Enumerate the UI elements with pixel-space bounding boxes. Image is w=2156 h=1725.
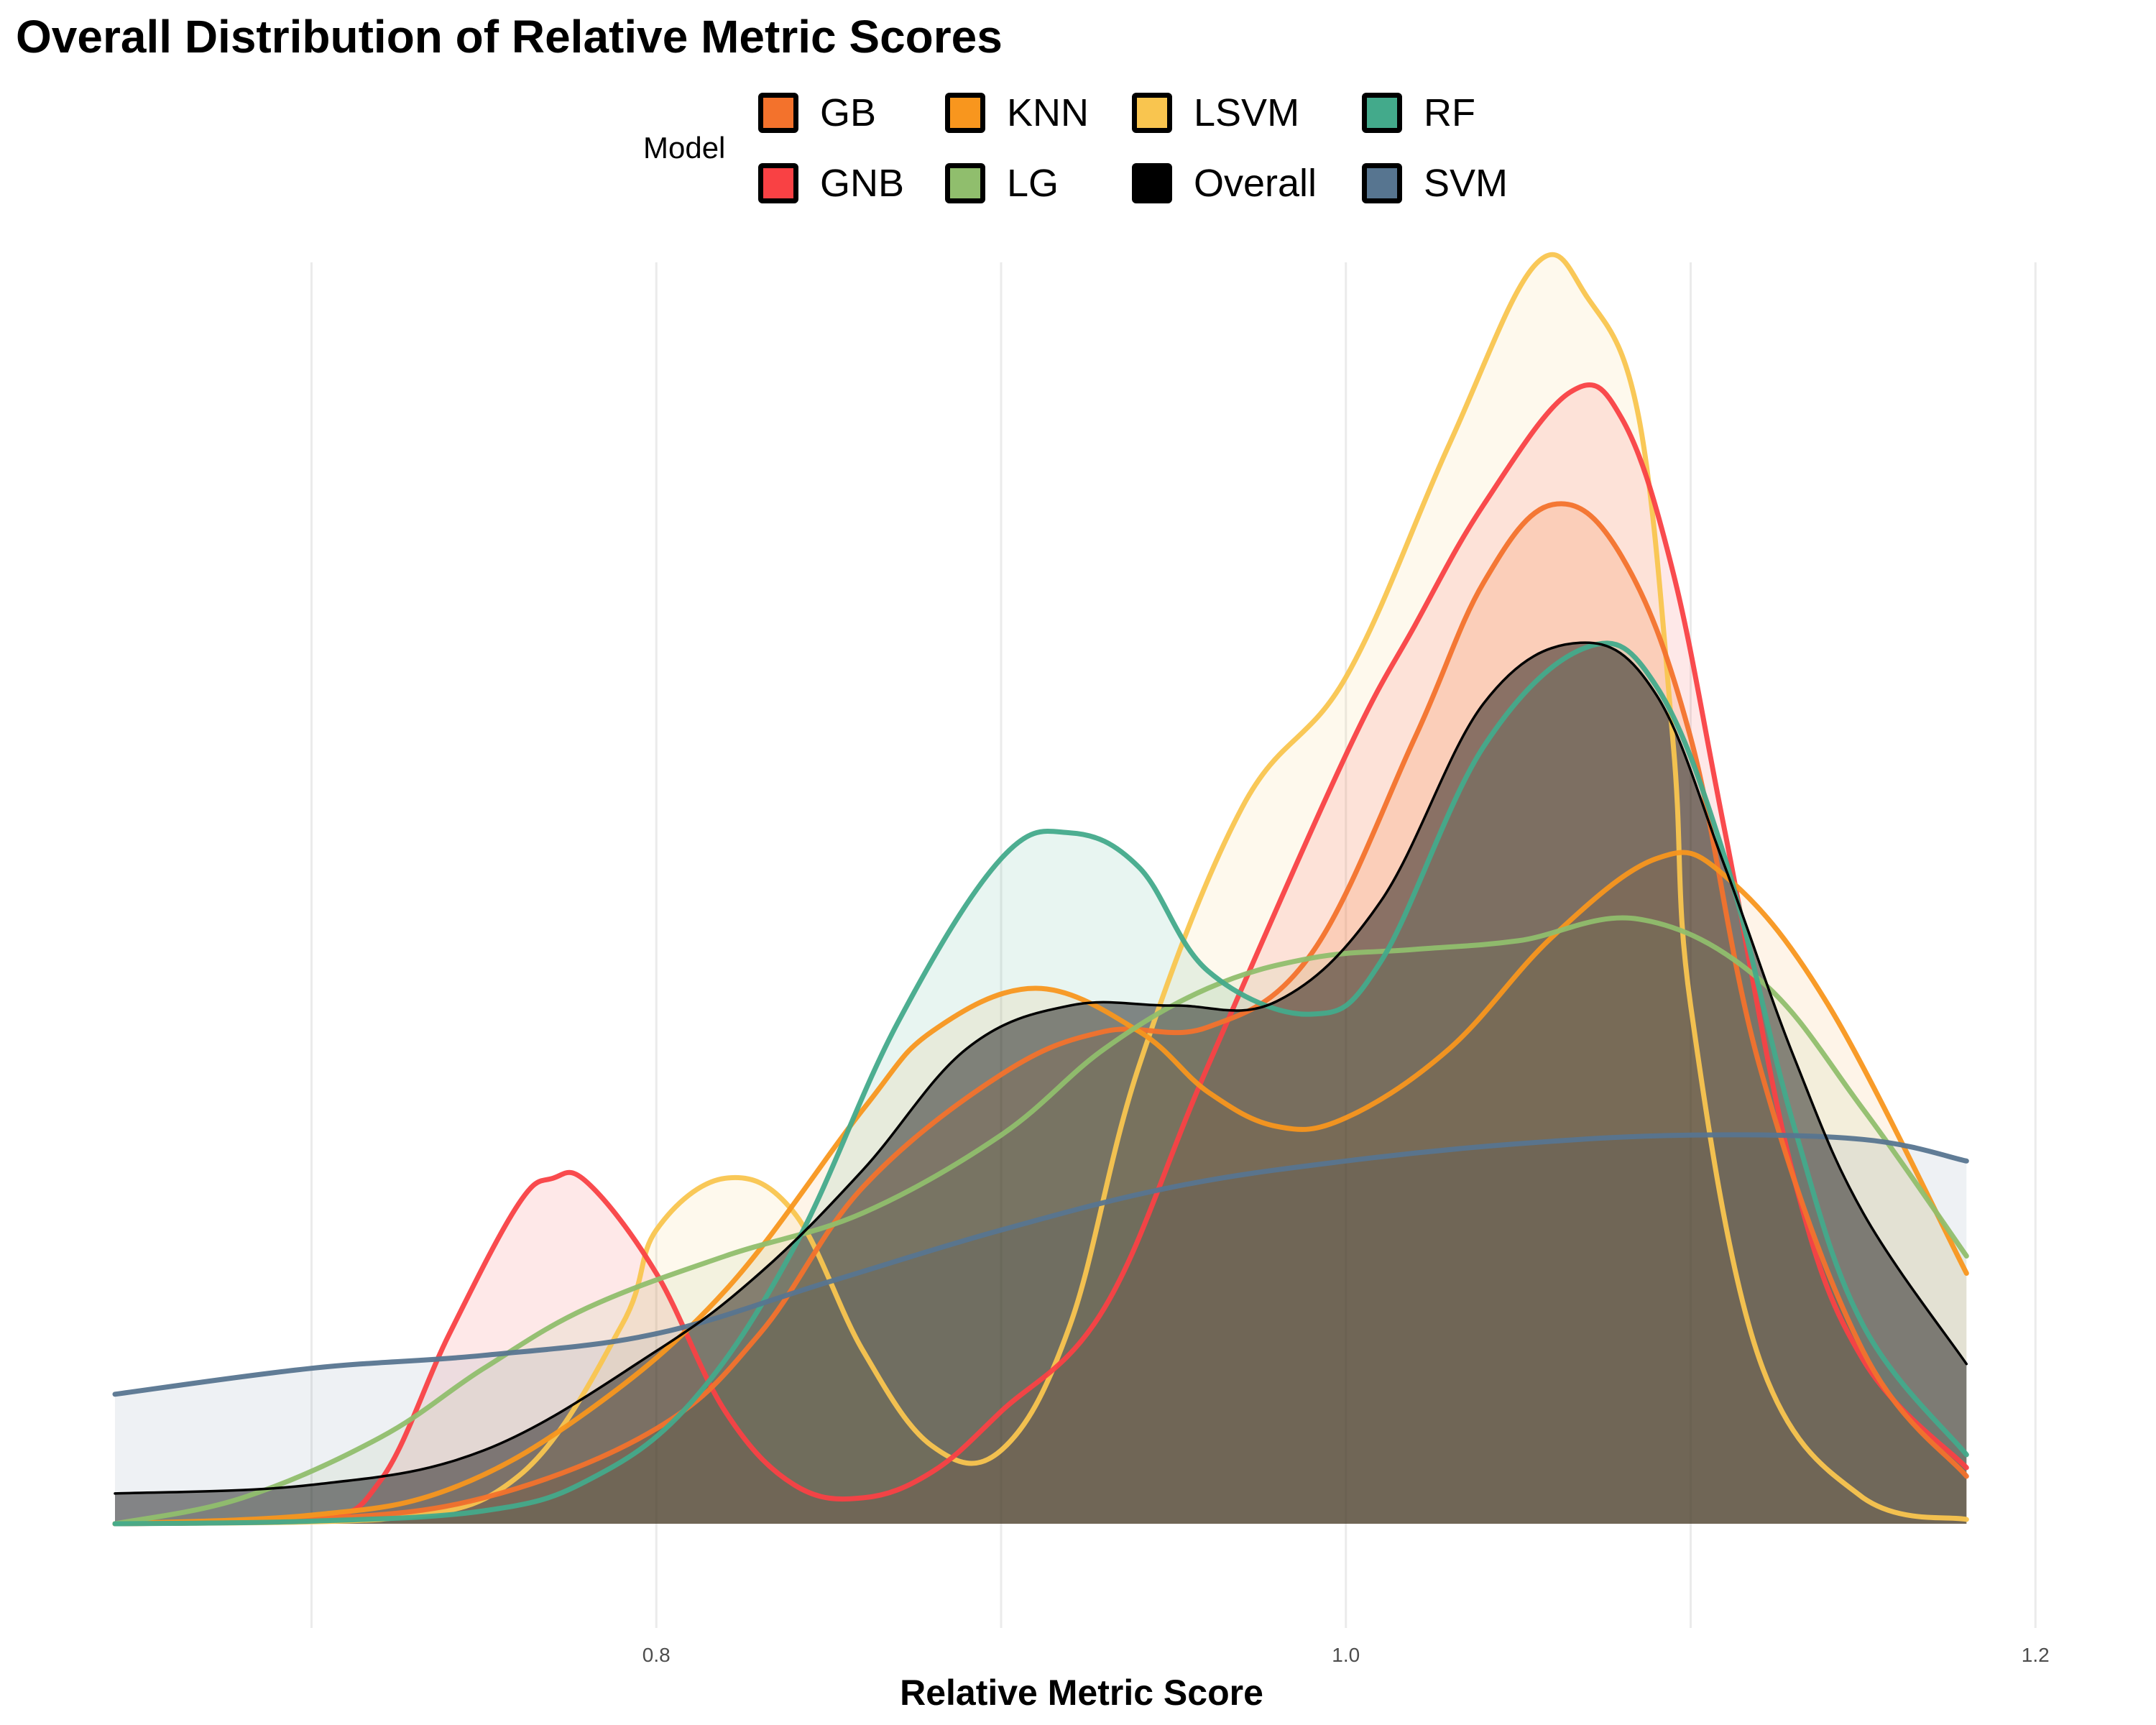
density-area-rf bbox=[115, 643, 1967, 1524]
density-area-gnb bbox=[115, 385, 1967, 1524]
density-line-lsvm bbox=[112, 252, 1969, 1527]
legend-item-lg: LG bbox=[945, 158, 1059, 208]
legend-swatch-gnb bbox=[758, 163, 798, 203]
legend-item-overall: Overall bbox=[1132, 158, 1317, 208]
density-line-knn bbox=[112, 850, 1969, 1527]
legend-item-knn: KNN bbox=[945, 88, 1089, 138]
density-area-knn bbox=[115, 852, 1967, 1524]
x-tick-label: 1.2 bbox=[2022, 1644, 2050, 1666]
density-lines bbox=[112, 252, 1969, 1527]
legend-title: Model bbox=[643, 131, 726, 165]
density-area-svm bbox=[115, 1134, 1967, 1524]
density-line-overall bbox=[114, 641, 1968, 1495]
legend-item-lsvm: LSVM bbox=[1132, 88, 1299, 138]
x-tick-label: 1.0 bbox=[1332, 1644, 1360, 1666]
legend-swatch-lsvm bbox=[1132, 93, 1172, 133]
legend-item-rf: RF bbox=[1362, 88, 1475, 138]
legend-label-overall: Overall bbox=[1194, 162, 1317, 205]
x-tick-label: 0.8 bbox=[642, 1644, 671, 1666]
x-axis-label: Relative Metric Score bbox=[900, 1673, 1263, 1713]
legend-swatch-rf bbox=[1362, 93, 1402, 133]
density-area-lsvm bbox=[115, 254, 1967, 1524]
density-line-lg bbox=[112, 915, 1969, 1527]
legend-label-knn: KNN bbox=[1007, 91, 1089, 134]
density-line-gnb bbox=[112, 382, 1969, 1527]
legend-swatch-lg bbox=[945, 163, 985, 203]
legend-swatch-gb bbox=[758, 93, 798, 133]
legend-label-gnb: GNB bbox=[820, 162, 905, 205]
density-areas bbox=[115, 254, 1967, 1524]
legend-swatch-knn bbox=[945, 93, 985, 133]
legend-label-rf: RF bbox=[1424, 91, 1475, 134]
legend-swatch-overall bbox=[1132, 163, 1172, 203]
legend-item-gb: GB bbox=[758, 88, 876, 138]
legend: Model GB KNN LSVM RF GNB LG Overall SVM bbox=[0, 0, 2156, 230]
legend-label-lsvm: LSVM bbox=[1194, 91, 1300, 134]
x-axis-ticks: 0.8 1.0 1.2 bbox=[642, 1644, 2050, 1666]
legend-item-svm: SVM bbox=[1362, 158, 1508, 208]
legend-label-lg: LG bbox=[1007, 162, 1059, 205]
density-area-overall bbox=[115, 643, 1967, 1524]
legend-label-svm: SVM bbox=[1424, 162, 1508, 205]
chart-title: Overall Distribution of Relative Metric … bbox=[16, 11, 1003, 63]
legend-label-gb: GB bbox=[820, 91, 877, 134]
density-area-gb bbox=[115, 503, 1967, 1524]
density-line-svm bbox=[112, 1132, 1969, 1397]
legend-swatch-svm bbox=[1362, 163, 1402, 203]
legend-item-gnb: GNB bbox=[758, 158, 904, 208]
